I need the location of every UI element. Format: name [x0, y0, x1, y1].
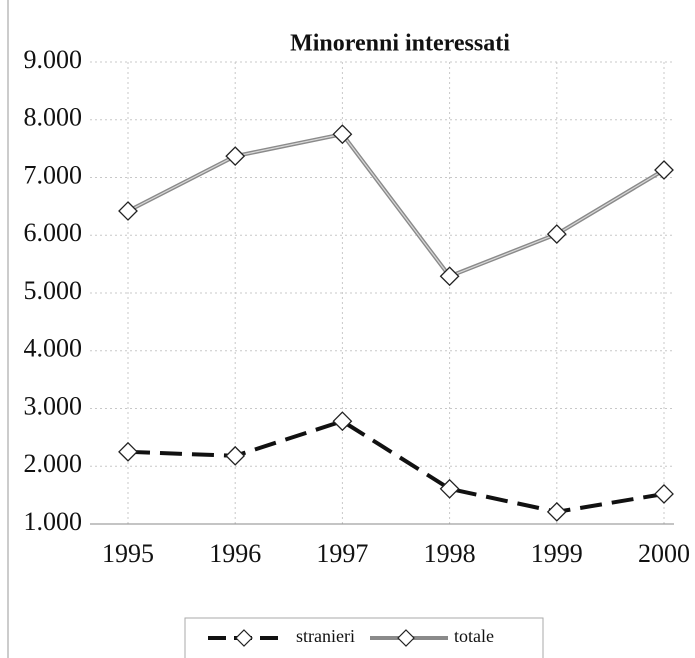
- y-tick-label: 8.000: [24, 103, 83, 132]
- legend-box: [184, 617, 544, 658]
- marker: [439, 266, 460, 287]
- x-tick-label: 1996: [209, 539, 261, 568]
- y-tick-label: 6.000: [24, 218, 83, 247]
- x-tick-label: 2000: [638, 539, 690, 568]
- x-tick-label: 1999: [531, 539, 583, 568]
- legend-marker: [397, 629, 415, 647]
- x-tick-label: 1998: [424, 539, 476, 568]
- chart-title: Minorenni interessati: [290, 31, 510, 57]
- marker: [332, 411, 353, 432]
- series-line-inner: [127, 133, 665, 277]
- marker: [225, 445, 246, 466]
- marker: [654, 484, 674, 504]
- marker: [546, 224, 567, 245]
- x-tick-label: 1995: [102, 539, 154, 568]
- marker: [118, 201, 138, 221]
- y-tick-label: 1.000: [24, 507, 83, 536]
- marker: [654, 160, 674, 180]
- marker: [118, 441, 138, 462]
- y-tick-label: 9.000: [24, 45, 83, 74]
- legend-label: totale: [454, 626, 494, 646]
- marker: [439, 478, 460, 499]
- y-tick-label: 4.000: [24, 334, 83, 363]
- x-tick-label: 1997: [316, 539, 368, 568]
- y-tick-label: 7.000: [24, 160, 83, 189]
- marker: [225, 146, 246, 167]
- y-tick-label: 5.000: [24, 276, 83, 305]
- marker: [332, 124, 353, 145]
- legend-label: stranieri: [296, 626, 355, 646]
- legend-marker: [235, 629, 253, 647]
- y-tick-label: 2.000: [24, 449, 83, 478]
- marker: [546, 501, 567, 522]
- y-tick-label: 3.000: [24, 391, 83, 420]
